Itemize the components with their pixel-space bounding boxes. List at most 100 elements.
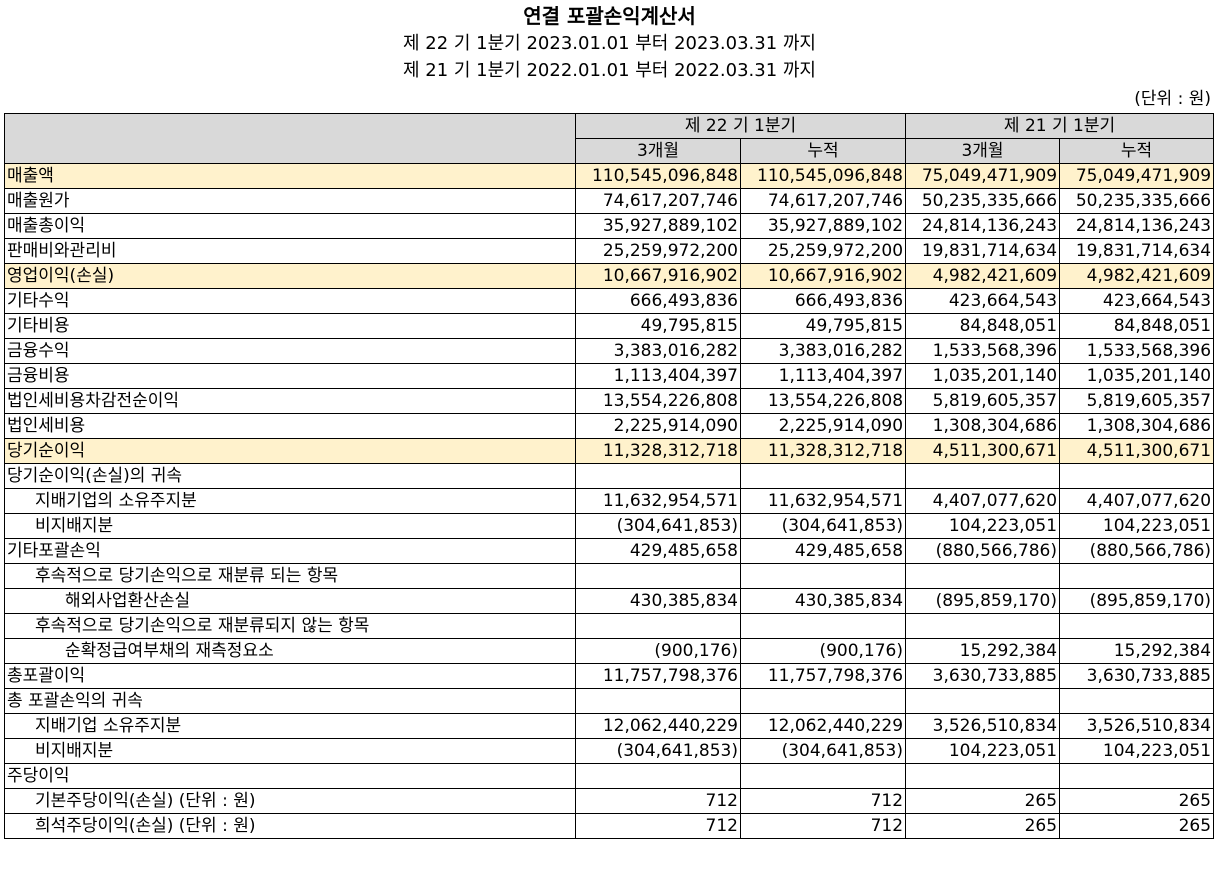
row-value — [739, 763, 907, 789]
row-label: 기본주당이익(손실) (단위 : 원) — [4, 788, 576, 814]
row-label: 순확정급여부채의 재측정요소 — [4, 638, 576, 664]
row-label: 해외사업환산손실 — [4, 588, 576, 614]
row-label: 당기순이익 — [4, 438, 576, 464]
income-statement-table: 제 22 기 1분기 제 21 기 1분기 3개월 누적 3개월 누적 매출액 1… — [4, 113, 1215, 839]
row-value: 4,511,300,671 — [1059, 438, 1215, 464]
row-value: 10,667,916,902 — [739, 263, 907, 289]
row-value: 5,819,605,357 — [1059, 388, 1215, 414]
row-value: 666,493,836 — [575, 288, 741, 314]
row-label: 법인세비용 — [4, 413, 576, 439]
row-label: 총 포괄손익의 귀속 — [4, 688, 576, 714]
row-value: (880,566,786) — [905, 538, 1061, 564]
table-row: 금융비용 1,113,404,397 1,113,404,397 1,035,201,… — [4, 363, 1215, 389]
row-value: 430,385,834 — [575, 588, 741, 614]
row-value: (895,859,170) — [905, 588, 1061, 614]
row-label: 비지배지분 — [4, 513, 576, 539]
row-value: 19,831,714,634 — [905, 238, 1061, 264]
row-value: 423,664,543 — [1059, 288, 1215, 314]
row-value: 4,982,421,609 — [905, 263, 1061, 289]
table-row: 총 포괄손익의 귀속 — [4, 688, 1215, 714]
row-value: 4,407,077,620 — [1059, 488, 1215, 514]
row-value — [739, 613, 907, 639]
row-value: (304,641,853) — [739, 738, 907, 764]
table-row: 판매비와관리비 25,259,972,200 25,259,972,200 19,83… — [4, 238, 1215, 264]
row-value: 3,526,510,834 — [905, 713, 1061, 739]
table-row: 후속적으로 당기손익으로 재분류 되는 항목 — [4, 563, 1215, 589]
row-value: 24,814,136,243 — [905, 213, 1061, 239]
row-value: 49,795,815 — [575, 313, 741, 339]
row-value: 4,982,421,609 — [1059, 263, 1215, 289]
row-value: (900,176) — [575, 638, 741, 664]
row-value: 104,223,051 — [1059, 738, 1215, 764]
row-value: 74,617,207,746 — [575, 188, 741, 214]
row-value: 265 — [905, 813, 1061, 839]
row-value: 5,819,605,357 — [905, 388, 1061, 414]
table-row: 당기순이익(손실)의 귀속 — [4, 463, 1215, 489]
table-row: 법인세비용 2,225,914,090 2,225,914,090 1,308,304… — [4, 413, 1215, 439]
row-label: 기타수익 — [4, 288, 576, 314]
row-value: 666,493,836 — [739, 288, 907, 314]
row-value: 19,831,714,634 — [1059, 238, 1215, 264]
row-value: 12,062,440,229 — [739, 713, 907, 739]
row-value: 50,235,335,666 — [1059, 188, 1215, 214]
header-cumulative-current: 누적 — [739, 138, 907, 164]
table-row: 주당이익 — [4, 763, 1215, 789]
row-label: 매출총이익 — [4, 213, 576, 239]
row-value: 104,223,051 — [1059, 513, 1215, 539]
statement-title: 연결 포괄손익계산서 — [523, 4, 696, 28]
row-value: 423,664,543 — [905, 288, 1061, 314]
row-value: 4,407,077,620 — [905, 488, 1061, 514]
row-value: 3,526,510,834 — [1059, 713, 1215, 739]
row-value: 1,308,304,686 — [905, 413, 1061, 439]
table-row: 해외사업환산손실 430,385,834 430,385,834 (895,859,1… — [4, 588, 1215, 614]
row-value: 110,545,096,848 — [575, 163, 741, 189]
row-value: 11,632,954,571 — [575, 488, 741, 514]
header-period-21: 제 21 기 1분기 — [905, 113, 1215, 139]
row-value — [905, 563, 1061, 589]
row-label: 당기순이익(손실)의 귀속 — [4, 463, 576, 489]
row-label: 매출액 — [4, 163, 576, 189]
row-value: 4,511,300,671 — [905, 438, 1061, 464]
table-row: 매출원가 74,617,207,746 74,617,207,746 50,235,3… — [4, 188, 1215, 214]
row-value: 429,485,658 — [575, 538, 741, 564]
row-value: 84,848,051 — [905, 313, 1061, 339]
row-value: 104,223,051 — [905, 513, 1061, 539]
row-value: 2,225,914,090 — [739, 413, 907, 439]
table-row: 당기순이익 11,328,312,718 11,328,312,718 4,511,3… — [4, 438, 1215, 464]
row-value: 430,385,834 — [739, 588, 907, 614]
table-row: 기타포괄손익 429,485,658 429,485,658 (880,566,786… — [4, 538, 1215, 564]
row-value: 1,113,404,397 — [739, 363, 907, 389]
row-label: 매출원가 — [4, 188, 576, 214]
row-value — [739, 563, 907, 589]
row-value: 13,554,226,808 — [739, 388, 907, 414]
row-value: 11,328,312,718 — [739, 438, 907, 464]
row-label: 법인세비용차감전순이익 — [4, 388, 576, 414]
table-row: 비지배지분 (304,641,853) (304,641,853) 104,223,0… — [4, 738, 1215, 764]
row-value — [1059, 563, 1215, 589]
row-value — [575, 563, 741, 589]
row-value: 11,328,312,718 — [575, 438, 741, 464]
row-value: 75,049,471,909 — [1059, 163, 1215, 189]
row-value — [905, 763, 1061, 789]
unit-label: (단위 : 원) — [1134, 89, 1211, 109]
table-row: 지배기업의 소유주지분 11,632,954,571 11,632,954,571 4… — [4, 488, 1215, 514]
row-value — [1059, 463, 1215, 489]
row-label: 희석주당이익(손실) (단위 : 원) — [4, 813, 576, 839]
row-value: 3,630,733,885 — [905, 663, 1061, 689]
table-row: 순확정급여부채의 재측정요소 (900,176) (900,176) 15,292,3… — [4, 638, 1215, 664]
row-value — [1059, 688, 1215, 714]
row-value: 712 — [739, 788, 907, 814]
row-value: 1,035,201,140 — [905, 363, 1061, 389]
row-value: 75,049,471,909 — [905, 163, 1061, 189]
row-value: 10,667,916,902 — [575, 263, 741, 289]
row-value — [1059, 613, 1215, 639]
row-value: 74,617,207,746 — [739, 188, 907, 214]
table-row: 매출액 110,545,096,848 110,545,096,848 75,049,… — [4, 163, 1215, 189]
row-value: 25,259,972,200 — [575, 238, 741, 264]
row-label: 기타비용 — [4, 313, 576, 339]
row-value — [739, 463, 907, 489]
table-row: 영업이익(손실) 10,667,916,902 10,667,916,902 4,98… — [4, 263, 1215, 289]
row-value: 1,035,201,140 — [1059, 363, 1215, 389]
row-value: 429,485,658 — [739, 538, 907, 564]
table-row: 후속적으로 당기손익으로 재분류되지 않는 항목 — [4, 613, 1215, 639]
